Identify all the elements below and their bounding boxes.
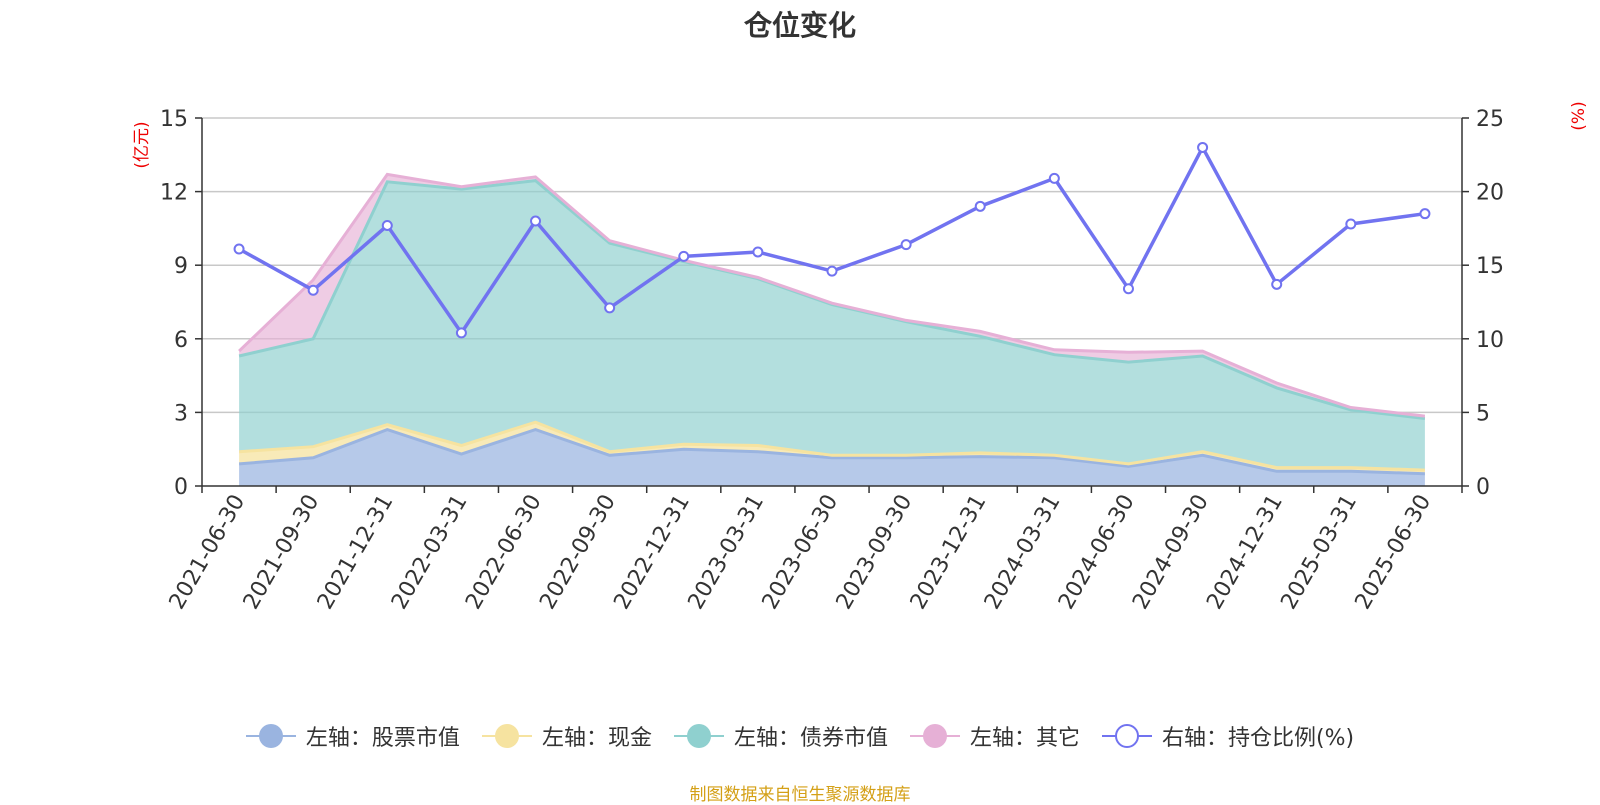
ratio-point: [233, 243, 245, 255]
ratio-point: [1048, 172, 1060, 184]
ratio-point: [752, 246, 764, 258]
left-tick-label: 12: [160, 181, 188, 206]
other-edge-line: [238, 172, 1426, 418]
source-note: 制图数据来自恒生聚源数据库: [689, 785, 911, 805]
ratio-line-layer: [233, 141, 1431, 339]
legend-label: 左轴：债券市值: [733, 726, 888, 751]
x-tick-label: 2022-12-31: [609, 491, 695, 614]
legend-label: 左轴：现金: [541, 726, 652, 751]
x-tick-label: 2022-03-31: [387, 490, 473, 613]
left-tick-label: 6: [174, 328, 188, 353]
x-tick-label: 2023-09-30: [832, 491, 918, 614]
right-tick-label: 25: [1476, 107, 1504, 132]
legend-item-bond[interactable]: 左轴：债券市值: [673, 720, 888, 752]
stock-edge-line: [238, 428, 1425, 476]
area-series-layer: [238, 172, 1426, 486]
ratio-point: [307, 284, 319, 296]
filled-circle-icon: [481, 723, 532, 749]
chart-legend: 左轴：股票市值 左轴：现金 左轴：债券市值 左轴：其它 右轴：持仓比例(%): [0, 720, 1600, 752]
right-axis-unit: (%): [1569, 101, 1589, 130]
x-tick-label: 2024-09-30: [1128, 491, 1214, 614]
ratio-point: [381, 219, 393, 231]
right-tick-label: 5: [1476, 401, 1490, 426]
ratio-point: [1419, 208, 1431, 220]
ratio-point: [1122, 283, 1134, 295]
ratio-point: [1271, 278, 1283, 290]
hollow-circle-icon: [1101, 723, 1152, 749]
ratio-point: [604, 302, 616, 314]
right-tick-label: 20: [1476, 181, 1504, 206]
ratio-point: [530, 215, 542, 227]
other-area: [239, 174, 1425, 419]
ratio-point: [678, 250, 690, 262]
right-tick-label: 15: [1476, 254, 1504, 279]
legend-item-ratio[interactable]: 右轴：持仓比例(%): [1101, 720, 1355, 752]
legend-label: 右轴：持仓比例(%): [1161, 726, 1355, 751]
x-tick-label: 2024-12-31: [1202, 491, 1288, 614]
ratio-point: [900, 239, 912, 251]
ratio-point: [974, 200, 986, 212]
chart-title: 仓位变化: [743, 9, 856, 42]
left-axis-unit: (亿元): [132, 121, 152, 168]
legend-label: 左轴：其它: [969, 726, 1080, 751]
right-tick-label: 0: [1476, 475, 1490, 500]
left-tick-label: 9: [174, 254, 188, 279]
x-tick-label: 2022-06-30: [461, 491, 547, 614]
legend-label: 左轴：股票市值: [305, 726, 460, 751]
right-tick-label: 10: [1476, 328, 1504, 353]
x-tick-label: 2025-06-30: [1351, 491, 1437, 614]
left-tick-label: 0: [174, 475, 188, 500]
x-tick-label: 2023-06-30: [758, 491, 844, 614]
ratio-point: [826, 265, 838, 277]
bond-area: [239, 180, 1425, 471]
filled-circle-icon: [673, 723, 724, 749]
left-tick-label: 15: [160, 107, 188, 132]
x-tick-label: 2025-03-31: [1276, 491, 1362, 614]
x-tick-label: 2021-06-30: [165, 491, 251, 614]
cash-edge-line: [238, 420, 1425, 472]
legend-item-stock[interactable]: 左轴：股票市值: [245, 720, 460, 752]
legend-item-other[interactable]: 左轴：其它: [909, 720, 1080, 752]
filled-circle-icon: [909, 723, 960, 749]
ratio-point: [1345, 218, 1357, 230]
x-tick-label: 2023-03-31: [683, 491, 769, 614]
x-tick-label: 2021-09-30: [239, 491, 325, 614]
x-tick-label: 2022-09-30: [535, 491, 621, 614]
x-tick-label: 2021-12-31: [313, 491, 399, 614]
x-tick-label: 2024-03-31: [980, 491, 1066, 614]
ratio-point: [455, 327, 467, 339]
x-tick-label: 2023-12-31: [906, 491, 992, 614]
x-tick-label: 2024-06-30: [1054, 491, 1140, 614]
ratio-point: [1197, 141, 1209, 153]
left-tick-label: 3: [174, 401, 188, 426]
filled-circle-icon: [245, 723, 296, 749]
legend-item-cash[interactable]: 左轴：现金: [481, 720, 652, 752]
